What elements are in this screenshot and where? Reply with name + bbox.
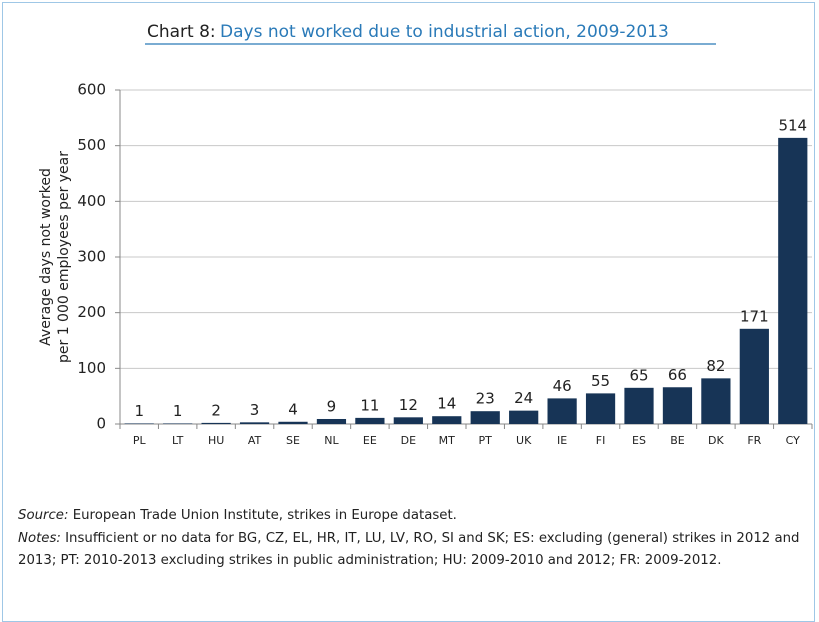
y-tick-label: 0	[96, 415, 106, 433]
x-tick-label: AT	[248, 434, 262, 447]
x-tick-label: BE	[670, 434, 685, 447]
value-label: 3	[250, 401, 260, 419]
bar	[278, 421, 308, 424]
x-tick-label: DK	[708, 434, 724, 447]
bar	[547, 398, 577, 424]
bar	[432, 416, 462, 424]
value-label: 55	[591, 372, 610, 390]
source-label: Source:	[18, 508, 69, 523]
x-tick-label: PL	[133, 434, 147, 447]
y-axis-label: Average days not worked	[38, 168, 54, 346]
y-tick-label: 300	[77, 248, 106, 266]
value-label: 11	[360, 396, 379, 414]
source-text: European Trade Union Institute, strikes …	[72, 508, 457, 523]
bar	[739, 328, 769, 424]
bar	[509, 410, 539, 424]
bar	[585, 393, 616, 424]
value-label: 65	[629, 366, 648, 384]
notes: Notes: Insufficient or no data for BG, C…	[18, 528, 808, 572]
x-tick-label: SE	[286, 434, 300, 447]
value-label: 1	[173, 402, 183, 420]
value-label: 171	[740, 307, 769, 325]
bar	[239, 422, 270, 424]
value-label: 12	[399, 396, 418, 414]
chart: Chart 8: Days not worked due to industri…	[38, 22, 813, 447]
value-label: 4	[288, 400, 298, 418]
x-tick-label: UK	[516, 434, 532, 447]
value-label: 24	[514, 389, 533, 407]
value-label: 82	[706, 357, 725, 375]
x-tick-label: FI	[596, 434, 606, 447]
value-label: 514	[778, 116, 807, 134]
x-tick-label: FR	[747, 434, 761, 447]
y-tick-label: 600	[77, 81, 106, 99]
x-tick-label: LT	[172, 434, 184, 447]
value-label: 46	[553, 377, 572, 395]
bar	[393, 417, 423, 424]
bar	[355, 417, 385, 424]
bar	[470, 411, 500, 424]
bar	[778, 137, 808, 424]
notes-text: Insufficient or no data for BG, CZ, EL, …	[18, 531, 800, 568]
bar	[701, 378, 731, 424]
x-tick-label: HU	[208, 434, 224, 447]
y-tick-label: 500	[77, 136, 106, 154]
x-tick-label: PT	[479, 434, 493, 447]
x-tick-label: IE	[557, 434, 567, 447]
bar	[662, 387, 693, 424]
value-label: 66	[668, 366, 687, 384]
value-label: 9	[327, 397, 337, 415]
y-axis-label: per 1 000 employees per year	[56, 151, 72, 363]
y-tick-label: 200	[77, 303, 106, 321]
value-label: 23	[476, 390, 495, 408]
bar	[163, 423, 193, 424]
y-tick-label: 400	[77, 192, 106, 210]
bar	[124, 423, 154, 424]
x-tick-label: ES	[632, 434, 646, 447]
chart-title: Days not worked due to industrial action…	[220, 22, 669, 42]
value-label: 2	[211, 401, 221, 419]
value-label: 1	[134, 402, 144, 420]
source: Source: European Trade Union Institute, …	[18, 505, 808, 527]
bar	[201, 422, 231, 424]
x-tick-label: CY	[786, 434, 800, 447]
notes-label: Notes:	[18, 531, 61, 546]
y-tick-label: 100	[77, 359, 106, 377]
x-tick-label: EE	[363, 434, 377, 447]
bar	[624, 387, 654, 424]
chart-label: Chart 8:	[147, 22, 216, 42]
x-tick-label: DE	[401, 434, 416, 447]
bar	[316, 418, 347, 424]
x-tick-label: NL	[324, 434, 339, 447]
x-tick-label: MT	[439, 434, 455, 447]
value-label: 14	[437, 395, 456, 413]
